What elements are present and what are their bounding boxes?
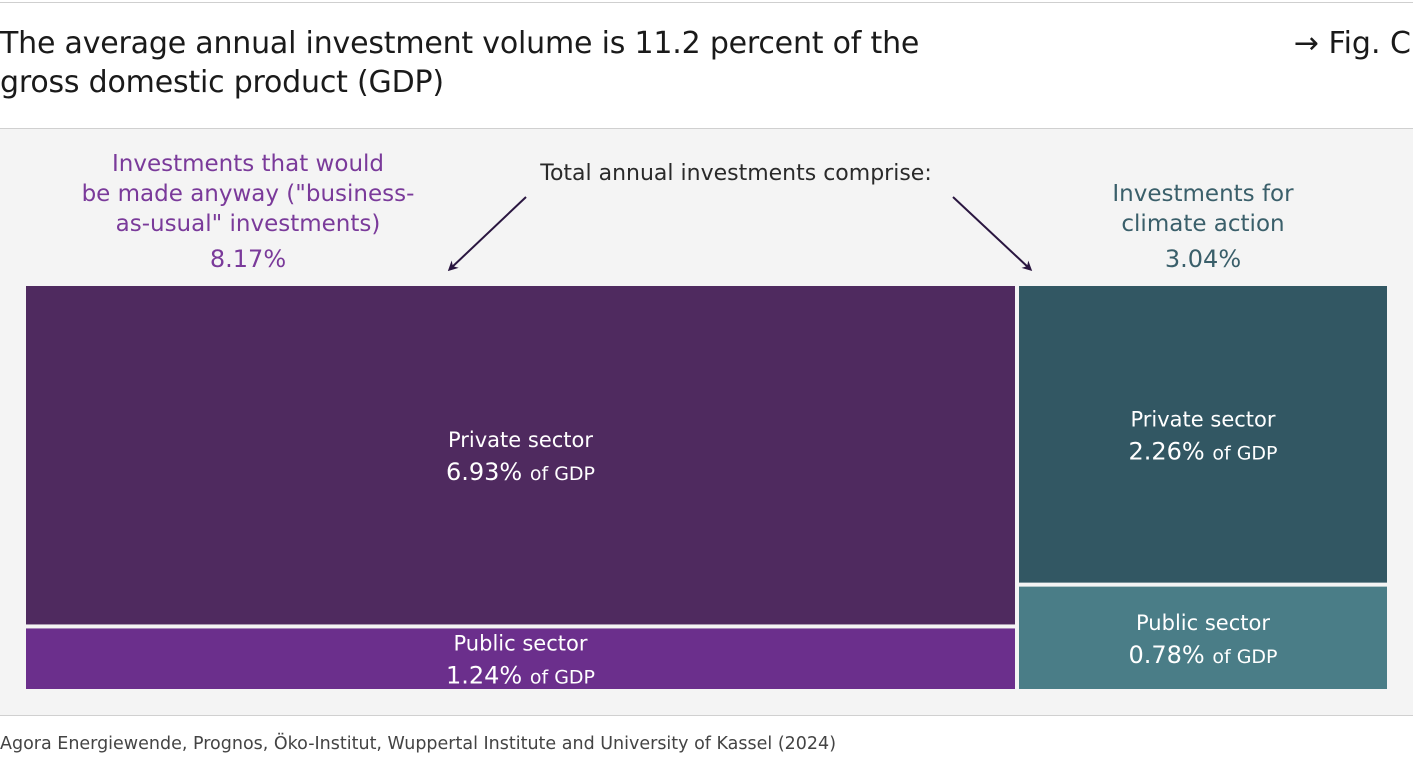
bau-public-value-label: 1.24% of GDP [446, 662, 595, 690]
bau-group-title-line-1: Investments that would [112, 151, 384, 177]
climate-group-title-line-2: climate action [1121, 211, 1284, 237]
arrow-to-climate [952, 196, 1033, 272]
bau-private-value-label: 6.93% of GDP [446, 458, 595, 486]
climate-private-value-label-unit: of GDP [1212, 442, 1277, 464]
top-rule [0, 2, 1413, 3]
climate-private-rect [1019, 286, 1387, 583]
bau-public-value-label-value: 1.24% [446, 662, 530, 690]
bau-public-rect [26, 628, 1015, 689]
bau-public-label: Public sector [454, 632, 588, 656]
bau-group-total: 8.17% [210, 245, 286, 273]
bau-private-value-label-value: 6.93% [446, 458, 530, 486]
chart-panel: Private sector 6.93% of GDP Public sector 1… [0, 128, 1413, 716]
climate-public-label: Public sector [1136, 611, 1270, 635]
climate-public-rect [1019, 586, 1387, 689]
climate-public-value-label-value: 0.78% [1128, 641, 1212, 669]
bau-private-rect [26, 286, 1015, 625]
climate-private-label: Private sector [1130, 407, 1275, 431]
climate-public-value-label: 0.78% of GDP [1128, 641, 1277, 669]
bau-group-title-line-3: as-usual" investments) [116, 211, 381, 237]
climate-group-total: 3.04% [1165, 245, 1241, 273]
climate-group-title-line-1: Investments for [1112, 181, 1294, 207]
intro-label: Total annual investments comprise: [539, 161, 931, 186]
climate-public-value-label-unit: of GDP [1212, 646, 1277, 668]
treemap-chart: Private sector 6.93% of GDP Public sector 1… [26, 151, 1387, 690]
climate-private-value-label-value: 2.26% [1128, 437, 1212, 465]
title-line-1: The average annual investment volume is … [0, 26, 920, 61]
bau-private-value-label-unit: of GDP [530, 463, 595, 485]
title-line-2: gross domestic product (GDP) [0, 65, 444, 100]
bau-group-title-line-2: be made anyway ("business- [82, 181, 415, 207]
bau-public-value-label-unit: of GDP [530, 667, 595, 689]
arrow-to-bau [447, 196, 527, 272]
chart-title: The average annual investment volume is … [0, 24, 960, 102]
bau-private-label: Private sector [448, 428, 593, 452]
source-note: Agora Energiewende, Prognos, Öko-Institu… [0, 734, 837, 754]
figure-reference-link[interactable]: → Fig. C [1293, 26, 1411, 61]
climate-private-value-label: 2.26% of GDP [1128, 437, 1277, 465]
